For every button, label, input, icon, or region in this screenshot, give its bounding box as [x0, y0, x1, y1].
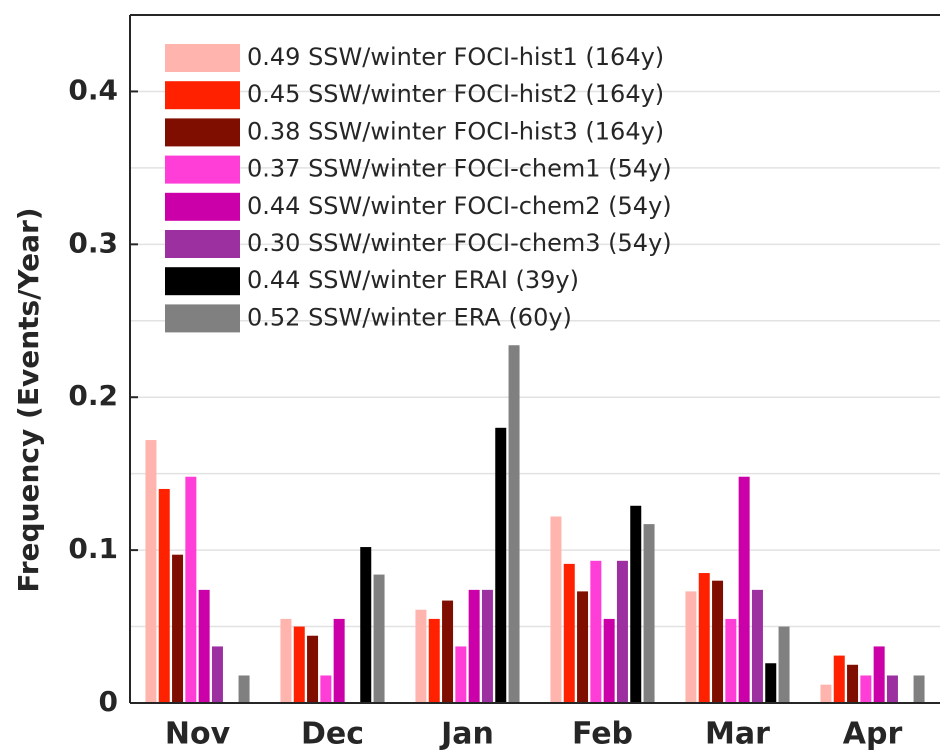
- y-tick-label: 0.3: [68, 226, 118, 259]
- y-tick-label: 0.2: [68, 379, 118, 412]
- bar: [415, 609, 427, 703]
- legend-label: 0.30 SSW/winter FOCI-chem3 (54y): [247, 229, 672, 257]
- bar: [320, 675, 332, 703]
- bar: [712, 580, 724, 703]
- bar: [238, 675, 250, 703]
- x-tick-label: Nov: [165, 717, 231, 752]
- y-tick-label: 0.1: [68, 532, 118, 565]
- legend-swatch: [165, 192, 240, 221]
- bar: [481, 589, 493, 703]
- legend-swatch: [165, 44, 240, 72]
- bar: [307, 635, 319, 703]
- bar: [847, 664, 859, 703]
- bar: [185, 476, 197, 703]
- bar: [685, 591, 697, 703]
- bar: [550, 516, 562, 703]
- legend-swatch: [165, 81, 240, 110]
- bar: [280, 618, 292, 703]
- bar: [495, 427, 507, 703]
- legend-swatch: [165, 230, 240, 258]
- bar: [428, 618, 440, 703]
- legend-label: 0.44 SSW/winter FOCI-chem2 (54y): [247, 192, 672, 220]
- bar: [873, 646, 885, 703]
- bar: [508, 345, 520, 703]
- x-tick-label: Apr: [843, 717, 903, 752]
- bar: [442, 600, 454, 703]
- bar: [616, 560, 628, 703]
- legend-label: 0.37 SSW/winter FOCI-chem1 (54y): [247, 155, 672, 183]
- y-tick-label: 0: [99, 685, 118, 718]
- x-tick-label: Jan: [439, 717, 494, 752]
- bar: [643, 524, 655, 703]
- bar: [603, 618, 615, 703]
- bar: [725, 618, 737, 703]
- bar: [211, 646, 223, 703]
- bar: [577, 591, 589, 703]
- legend-label: 0.52 SSW/winter ERA (60y): [247, 303, 572, 331]
- bar: [293, 626, 305, 703]
- bar: [563, 563, 575, 703]
- bar: [468, 589, 480, 703]
- bar: [360, 547, 372, 703]
- bar: [751, 589, 763, 703]
- legend-swatch: [165, 118, 240, 147]
- bar: [738, 476, 750, 703]
- x-tick-label: Feb: [572, 717, 633, 752]
- bar: [590, 560, 602, 703]
- bar: [765, 663, 777, 703]
- bar: [778, 626, 790, 703]
- legend-label: 0.38 SSW/winter FOCI-hist3 (164y): [247, 117, 664, 145]
- bar: [373, 574, 385, 703]
- legend-label: 0.49 SSW/winter FOCI-hist1 (164y): [247, 43, 664, 71]
- bar: [333, 618, 345, 703]
- bar: [833, 655, 845, 703]
- y-axis-label: Frequency (Events/Year): [12, 207, 45, 592]
- legend-swatch: [165, 267, 240, 296]
- bar: [172, 554, 184, 703]
- bar: [455, 646, 467, 703]
- bar: [698, 573, 710, 703]
- x-tick-label: Dec: [301, 717, 364, 752]
- bar: [860, 675, 872, 703]
- legend-swatch: [165, 155, 240, 184]
- legend-swatch: [165, 304, 240, 333]
- bar: [145, 440, 157, 703]
- bar: [198, 589, 210, 703]
- legend-label: 0.45 SSW/winter FOCI-hist2 (164y): [247, 80, 664, 108]
- legend-label: 0.44 SSW/winter ERAI (39y): [247, 266, 579, 294]
- bar: [820, 684, 832, 703]
- bar: [886, 675, 898, 703]
- x-tick-label: Mar: [705, 717, 770, 752]
- bar: [913, 675, 925, 703]
- bar: [158, 488, 170, 703]
- y-tick-label: 0.4: [68, 73, 118, 106]
- bar: [630, 505, 642, 703]
